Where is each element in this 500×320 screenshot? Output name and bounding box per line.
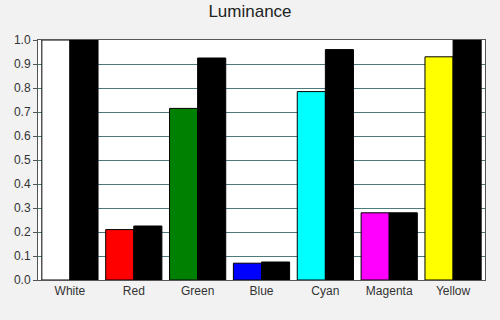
svg-text:0.5: 0.5 [14,153,31,167]
svg-text:0.0: 0.0 [14,273,31,287]
svg-text:Magenta: Magenta [366,284,413,298]
svg-text:0.9: 0.9 [14,57,31,71]
svg-text:0.3: 0.3 [14,201,31,215]
svg-text:0.2: 0.2 [14,225,31,239]
svg-text:Blue: Blue [249,284,273,298]
svg-text:1.0: 1.0 [14,33,31,47]
svg-text:White: White [55,284,86,298]
svg-text:Green: Green [181,284,214,298]
svg-text:Cyan: Cyan [311,284,339,298]
svg-text:0.6: 0.6 [14,129,31,143]
svg-text:0.1: 0.1 [14,249,31,263]
svg-text:Yellow: Yellow [436,284,471,298]
svg-text:Red: Red [123,284,145,298]
svg-text:0.4: 0.4 [14,177,31,191]
svg-text:0.8: 0.8 [14,81,31,95]
svg-text:0.7: 0.7 [14,105,31,119]
svg-text:Luminance: Luminance [208,2,291,21]
